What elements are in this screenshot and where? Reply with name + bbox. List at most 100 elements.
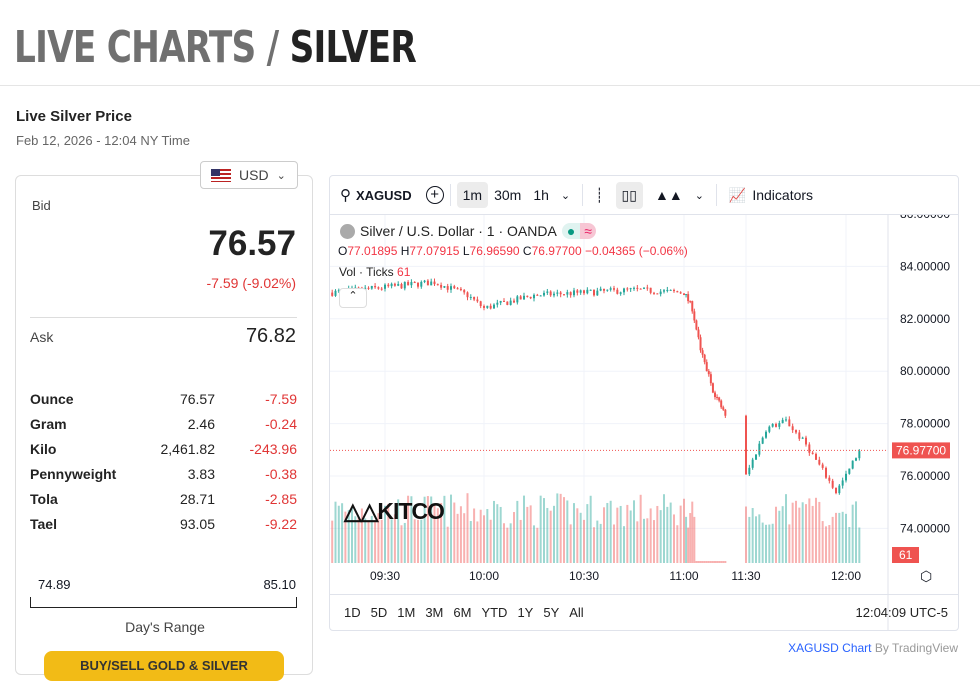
chevron-down-icon: ⌄ xyxy=(276,169,286,182)
candle xyxy=(533,294,535,299)
volume-bar xyxy=(815,497,817,563)
volume-bar xyxy=(683,498,685,563)
candle xyxy=(516,296,519,303)
volume-bar xyxy=(357,517,360,563)
attribution-link[interactable]: XAGUSD Chart xyxy=(788,641,872,655)
period-1d[interactable]: 1D xyxy=(344,605,361,620)
candle xyxy=(553,293,555,296)
volume-bar xyxy=(370,515,373,563)
period-1y[interactable]: 1Y xyxy=(517,605,534,620)
indicators-button[interactable]: Indicators xyxy=(752,187,814,203)
candle xyxy=(387,284,390,287)
period-ytd[interactable]: YTD xyxy=(481,605,508,620)
volume-bar xyxy=(413,519,416,563)
volume-bar xyxy=(851,504,854,563)
candle xyxy=(417,282,419,287)
compare-add-icon[interactable]: + xyxy=(425,186,444,204)
volume-bar xyxy=(397,499,400,563)
bar-chart-icon[interactable]: ┊ xyxy=(595,186,604,203)
candle xyxy=(337,290,340,292)
candle xyxy=(643,287,645,289)
volume-bar xyxy=(825,526,827,563)
candle xyxy=(748,467,751,475)
period-1m[interactable]: 1M xyxy=(397,605,416,620)
candle xyxy=(440,284,443,288)
candle xyxy=(669,289,672,291)
range-label: Day's Range xyxy=(125,619,205,635)
volume-bar xyxy=(838,512,841,563)
clock[interactable]: 12:04:09 UTC-5 xyxy=(855,605,949,620)
candle xyxy=(616,289,619,294)
volume-bar xyxy=(519,519,522,563)
candle xyxy=(848,468,851,474)
volume-bar xyxy=(656,505,659,563)
divider xyxy=(330,214,958,215)
interval-30m[interactable]: 30m xyxy=(494,187,522,203)
candle xyxy=(380,288,383,290)
period-5y[interactable]: 5Y xyxy=(543,605,560,620)
unit-price: 28.71 xyxy=(179,491,215,507)
candle xyxy=(523,295,525,300)
candle xyxy=(633,287,635,289)
price-plot[interactable]: 86.00000 84.00000 82.00000 80.00000 78.00000… xyxy=(330,215,959,631)
range-bar xyxy=(30,597,297,608)
settings-icon[interactable]: ⬡ xyxy=(920,568,932,584)
candle xyxy=(420,281,423,287)
market-status-badge[interactable]: ● xyxy=(561,223,581,239)
volume-bar xyxy=(456,513,459,563)
volume-bar xyxy=(479,509,482,563)
indicators-icon[interactable]: 📈 xyxy=(728,186,747,203)
candle xyxy=(599,288,602,291)
volume-bar xyxy=(384,505,386,563)
candle xyxy=(486,305,489,308)
volume-bar xyxy=(360,508,363,563)
unit-name: Tael xyxy=(30,516,57,532)
candle xyxy=(761,437,764,444)
volume-bar xyxy=(771,523,774,563)
symbol-button[interactable]: XAGUSD xyxy=(356,187,412,203)
interval-1h[interactable]: 1h xyxy=(533,187,549,203)
candle xyxy=(476,299,479,302)
unit-row-ounce: Ounce 76.57 -7.59 xyxy=(30,391,297,407)
period-all[interactable]: All xyxy=(569,605,584,620)
y-tick-label: 84.00000 xyxy=(900,259,950,273)
volume-bar xyxy=(643,518,645,563)
chevron-down-icon[interactable]: ⌄ xyxy=(694,189,704,202)
candle xyxy=(589,289,592,291)
period-selector: 1D 5D 1M 3M 6M YTD 1Y 5Y All xyxy=(344,605,584,620)
candle xyxy=(450,286,452,290)
area-chart-icon[interactable]: ▲▲ xyxy=(654,187,683,203)
search-icon[interactable]: ⚲ xyxy=(340,187,351,204)
candle xyxy=(745,415,747,475)
period-3m[interactable]: 3M xyxy=(425,605,444,620)
candle xyxy=(493,304,495,309)
candle xyxy=(559,292,562,295)
candle xyxy=(397,284,400,286)
volume-bar xyxy=(559,493,562,563)
volume-bar xyxy=(676,525,679,563)
volume-bar xyxy=(633,500,635,563)
candle xyxy=(496,302,499,305)
delay-icon[interactable]: ≈ xyxy=(580,223,596,239)
candle xyxy=(483,306,485,308)
candle xyxy=(499,300,502,303)
tradingview-chart[interactable]: ⚲ XAGUSD + 1m 30m 1h ⌄ ┊ ▯▯ ▲▲ ⌄ 📈 Indic… xyxy=(329,175,959,631)
volume-bar xyxy=(695,561,698,563)
candle xyxy=(697,329,700,338)
volume-bar xyxy=(579,512,582,563)
period-6m[interactable]: 6M xyxy=(453,605,472,620)
volume-bar xyxy=(808,498,811,563)
volume-bar xyxy=(543,498,545,563)
period-5d[interactable]: 5D xyxy=(370,605,388,620)
volume-bar xyxy=(423,496,426,563)
candle xyxy=(758,443,761,455)
interval-1m[interactable]: 1m xyxy=(456,182,489,208)
candle xyxy=(720,400,723,408)
volume-bar xyxy=(636,521,639,563)
chevron-down-icon[interactable]: ⌄ xyxy=(560,189,571,202)
candlestick-icon[interactable]: ▯▯ xyxy=(615,181,643,209)
currency-select[interactable]: USD ⌄ xyxy=(200,161,298,189)
candle xyxy=(539,295,542,297)
buy-sell-button[interactable]: BUY/SELL GOLD & SILVER xyxy=(44,651,284,681)
collapse-legend-button[interactable]: ⌃ xyxy=(339,288,367,308)
